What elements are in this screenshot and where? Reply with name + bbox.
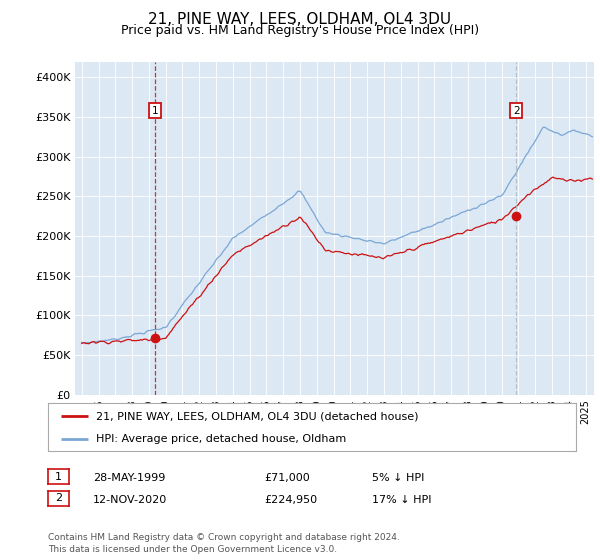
Text: 17% ↓ HPI: 17% ↓ HPI — [372, 494, 431, 505]
Text: 12-NOV-2020: 12-NOV-2020 — [93, 494, 167, 505]
Text: 2: 2 — [513, 106, 520, 116]
Text: Price paid vs. HM Land Registry's House Price Index (HPI): Price paid vs. HM Land Registry's House … — [121, 24, 479, 37]
Text: £71,000: £71,000 — [264, 473, 310, 483]
Text: 2: 2 — [55, 493, 62, 503]
Text: 21, PINE WAY, LEES, OLDHAM, OL4 3DU (detached house): 21, PINE WAY, LEES, OLDHAM, OL4 3DU (det… — [95, 411, 418, 421]
Text: 28-MAY-1999: 28-MAY-1999 — [93, 473, 166, 483]
Text: Contains HM Land Registry data © Crown copyright and database right 2024.
This d: Contains HM Land Registry data © Crown c… — [48, 533, 400, 554]
Text: £224,950: £224,950 — [264, 494, 317, 505]
Text: 5% ↓ HPI: 5% ↓ HPI — [372, 473, 424, 483]
Text: 21, PINE WAY, LEES, OLDHAM, OL4 3DU: 21, PINE WAY, LEES, OLDHAM, OL4 3DU — [148, 12, 452, 27]
Text: 1: 1 — [55, 472, 62, 482]
Text: HPI: Average price, detached house, Oldham: HPI: Average price, detached house, Oldh… — [95, 434, 346, 444]
Text: 1: 1 — [152, 106, 158, 116]
